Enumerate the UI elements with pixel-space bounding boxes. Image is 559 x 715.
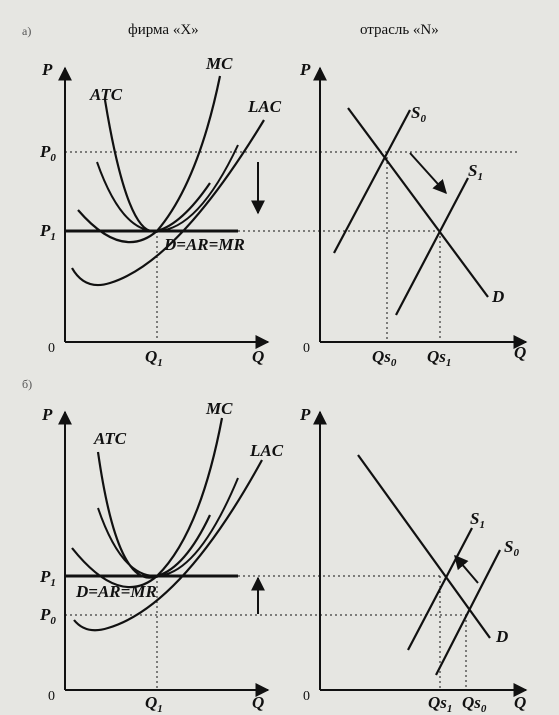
mc-curve	[77, 75, 222, 244]
s0-line	[435, 549, 501, 676]
shift-arrow	[409, 152, 447, 195]
origin-label: 0	[48, 341, 55, 356]
qs1-tick-label: Qs1	[427, 347, 451, 369]
axis-y-label: P	[41, 60, 53, 79]
atc-label: ATC	[93, 429, 127, 448]
qs1-tick-label: Qs1	[428, 693, 452, 715]
p0-tick-label: P0	[39, 605, 56, 627]
axis-x-label: Q	[514, 343, 526, 362]
panel-b-firm-graph	[58, 410, 466, 697]
mc-label: MC	[205, 54, 233, 73]
axis-y-label: P	[41, 405, 53, 424]
axis-y-label: P	[299, 405, 311, 424]
demand-line	[357, 454, 491, 639]
atc-curve	[96, 451, 211, 579]
industry-heading: отрасль «N»	[360, 22, 439, 38]
panel-a-marker: а)	[22, 24, 31, 38]
qs0-tick-label: Qs0	[372, 347, 397, 369]
panel-b-industry-graph	[313, 410, 528, 697]
p0-tick-label: P0	[39, 142, 56, 164]
origin-label: 0	[303, 689, 310, 704]
lac-curve	[71, 119, 265, 287]
demand-label: D=AR=MR	[163, 235, 245, 254]
s1-label: S1	[470, 509, 485, 531]
origin-label: 0	[48, 689, 55, 704]
s0-label: S0	[411, 103, 426, 125]
mc-label: MC	[205, 399, 233, 418]
panel-b-marker: б)	[22, 377, 32, 391]
s1-line	[407, 527, 473, 651]
panel-b-firm-labels: P Q 0 P1 P0 Q1 ATC MC LAC D=AR=MR	[39, 399, 284, 715]
axis-x-label: Q	[252, 347, 264, 366]
demand-label: D=AR=MR	[75, 582, 157, 601]
p1-tick-label: P1	[39, 567, 56, 589]
axis-y-label: P	[299, 60, 311, 79]
s0-line	[333, 109, 411, 254]
panel-a-firm-graph	[58, 66, 520, 349]
s1-label: S1	[468, 161, 483, 183]
lac-curve	[73, 459, 263, 632]
lac-label: LAC	[247, 97, 282, 116]
lac-label: LAC	[249, 441, 284, 460]
atc-short-curve	[97, 477, 239, 578]
axis-x-label: Q	[514, 693, 526, 712]
q1-tick-label: Q1	[145, 693, 163, 715]
demand-label: D	[495, 627, 508, 646]
s1-line	[395, 177, 469, 316]
demand-line	[347, 107, 489, 298]
firm-heading: фирма «X»	[128, 22, 199, 38]
panel-a-firm-labels: P Q 0 P0 P1 Q1 ATC MC LAC D=AR=MR	[39, 54, 282, 369]
shift-arrow	[454, 554, 479, 584]
atc-label: ATC	[89, 85, 123, 104]
qs0-tick-label: Qs0	[462, 693, 487, 715]
q1-tick-label: Q1	[145, 347, 163, 369]
s0-label: S0	[504, 537, 519, 559]
panel-a-industry-graph	[313, 66, 528, 349]
axis-x-label: Q	[252, 693, 264, 712]
origin-label: 0	[303, 341, 310, 356]
mc-curve	[71, 417, 224, 589]
p1-tick-label: P1	[39, 221, 56, 243]
panel-a-industry-labels: P Q 0 S0 S1 D Qs0 Qs1	[299, 60, 526, 369]
panel-b-industry-labels: P Q 0 S1 S0 D Qs1 Qs0	[299, 405, 526, 715]
demand-label: D	[491, 287, 504, 306]
